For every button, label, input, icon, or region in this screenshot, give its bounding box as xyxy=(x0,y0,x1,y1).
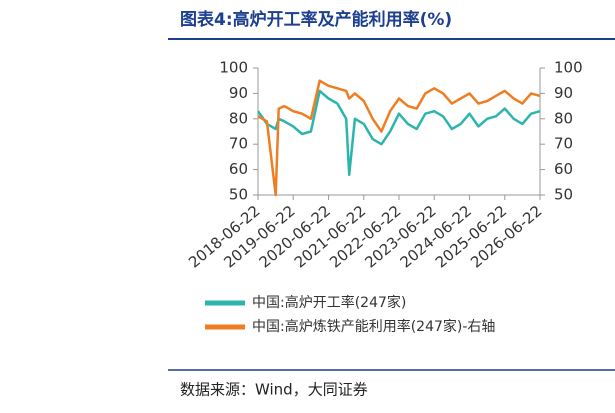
y-tick-label: 70 xyxy=(229,135,248,153)
y-tick-label: 80 xyxy=(229,109,248,127)
y2-tick-label: 70 xyxy=(554,135,573,153)
series-line xyxy=(257,79,541,197)
y-tick-label: 90 xyxy=(229,84,248,102)
chart-title: 图表4:高炉开工率及产能利用率(%) xyxy=(180,9,452,30)
y-tick-label: 60 xyxy=(229,160,248,178)
y2-tick-label: 50 xyxy=(554,186,573,204)
y2-tick-label: 80 xyxy=(554,109,573,127)
y2-tick-label: 60 xyxy=(554,160,573,178)
series-line xyxy=(256,89,541,176)
y2-tick-label: 100 xyxy=(554,59,583,77)
legend-label: 中国:高炉炼铁产能利用率(247家)-右轴 xyxy=(252,318,495,335)
y2-tick-label: 90 xyxy=(554,84,573,102)
legend-label: 中国:高炉开工率(247家) xyxy=(252,294,406,311)
source: 数据来源：Wind，大同证券 xyxy=(180,381,368,399)
y-tick-label: 100 xyxy=(219,59,248,77)
y-tick-label: 50 xyxy=(229,186,248,204)
